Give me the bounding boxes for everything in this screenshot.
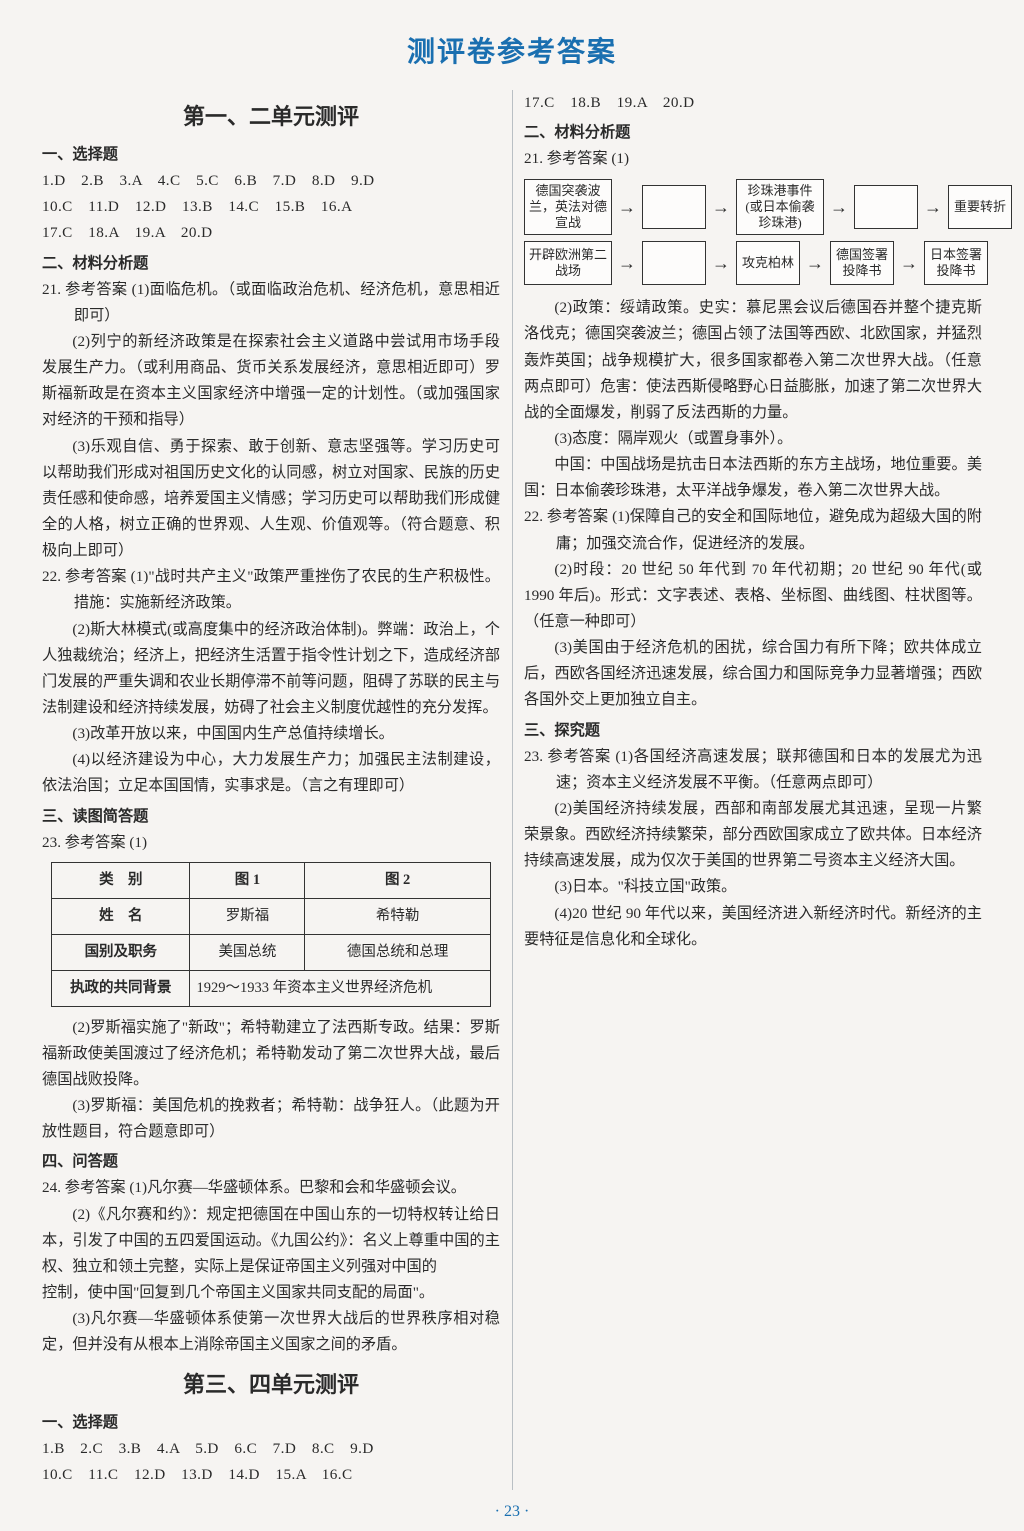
unit1-ask-heading: 四、问答题 bbox=[42, 1149, 500, 1175]
diagram-box: 攻克柏林 bbox=[736, 241, 800, 285]
diagram-row: 开辟欧洲第二战场 → → 攻克柏林 → 德国签署投降书 → 日本签署投降书 bbox=[524, 241, 982, 285]
unit2-q22-p3: (3)美国由于经济危机的困扰，综合国力有所下降；欧共体成立后，西欧各国经济迅速发… bbox=[524, 635, 982, 713]
table-cell: 希特勒 bbox=[305, 898, 490, 934]
unit1-q22-head: 22. 参考答案 (1)"战时共产主义"政策严重挫伤了农民的生产积极性。措施：实… bbox=[42, 564, 500, 616]
unit2-q21-p3b: 中国：中国战场是抗击日本法西斯的东方主战场，地位重要。美国：日本偷袭珍珠港，太平… bbox=[524, 452, 982, 504]
unit2-title: 第三、四单元测评 bbox=[42, 1366, 500, 1404]
unit1-material-heading: 二、材料分析题 bbox=[42, 251, 500, 277]
unit2-explore-heading: 三、探究题 bbox=[524, 718, 982, 744]
unit1-q21-head: 21. 参考答案 (1)面临危机。（或面临政治危机、经济危机，意思相近即可） bbox=[42, 277, 500, 329]
unit2-choice-line2: 10.C 11.C 12.D 13.D 14.D 15.A 16.C bbox=[42, 1462, 500, 1488]
table-cell: 罗斯福 bbox=[190, 898, 305, 934]
diagram-box: 德国签署投降书 bbox=[830, 241, 894, 285]
diagram-box-empty bbox=[854, 185, 918, 229]
unit2-q22-p2: (2)时段：20 世纪 50 年代到 70 年代初期；20 世纪 90 年代(或… bbox=[524, 557, 982, 635]
unit1-q22-p4: (4)以经济建设为中心，大力发展生产力；加强民主法制建设，依法治国；立足本国国情… bbox=[42, 747, 500, 799]
unit1-q23-head: 23. 参考答案 (1) bbox=[42, 830, 500, 856]
arrow-right-icon: → bbox=[712, 254, 730, 272]
table-header: 图 1 bbox=[190, 862, 305, 898]
page-title: 测评卷参考答案 bbox=[42, 28, 982, 76]
unit2-q21-diagram: 德国突袭波兰，英法对德宣战 → → 珍珠港事件(或日本偷袭珍珠港) → → 重要… bbox=[524, 179, 982, 286]
unit1-q23-table: 类 别 图 1 图 2 姓 名 罗斯福 希特勒 国别及职务 美国总统 德国总统和… bbox=[51, 862, 491, 1007]
unit1-q23-p2: (2)罗斯福实施了"新政"；希特勒建立了法西斯专政。结果：罗斯福新政使美国渡过了… bbox=[42, 1015, 500, 1093]
diagram-box-empty bbox=[642, 241, 706, 285]
unit2-choice-line1: 1.B 2.C 3.B 4.A 5.D 6.C 7.D 8.C 9.D bbox=[42, 1436, 500, 1462]
unit2-q23-head: 23. 参考答案 (1)各国经济高速发展；联邦德国和日本的发展尤为迅速；资本主义… bbox=[524, 744, 982, 796]
unit2-choice-heading: 一、选择题 bbox=[42, 1410, 500, 1436]
unit1-q22-p3: (3)改革开放以来，中国国内生产总值持续增长。 bbox=[42, 721, 500, 747]
page-number: · 23 · bbox=[42, 1498, 982, 1526]
unit2-q22-head: 22. 参考答案 (1)保障自己的安全和国际地位，避免成为超级大国的附庸；加强交… bbox=[524, 504, 982, 556]
table-cell: 德国总统和总理 bbox=[305, 934, 490, 970]
unit1-title: 第一、二单元测评 bbox=[42, 98, 500, 136]
table-header: 图 2 bbox=[305, 862, 490, 898]
unit1-choice-heading: 一、选择题 bbox=[42, 142, 500, 168]
unit1-q24-head: 24. 参考答案 (1)凡尔赛—华盛顿体系。巴黎和会和华盛顿会议。 bbox=[42, 1175, 500, 1201]
diagram-row: 德国突袭波兰，英法对德宣战 → → 珍珠港事件(或日本偷袭珍珠港) → → 重要… bbox=[524, 179, 982, 236]
unit1-choice-line3: 17.C 18.A 19.A 20.D bbox=[42, 220, 500, 246]
arrow-right-icon: → bbox=[712, 198, 730, 216]
diagram-box: 开辟欧洲第二战场 bbox=[524, 241, 612, 285]
arrow-right-icon: → bbox=[806, 254, 824, 272]
unit1-q24-p3: (3)凡尔赛—华盛顿体系使第一次世界大战后的世界秩序相对稳定，但并没有从根本上消… bbox=[42, 1306, 500, 1358]
unit2-q21-p2: (2)政策：绥靖政策。史实：慕尼黑会议后德国吞并整个捷克斯洛伐克；德国突袭波兰；… bbox=[524, 295, 982, 426]
unit2-q23-p3: (3)日本。"科技立国"政策。 bbox=[524, 874, 982, 900]
unit1-read-heading: 三、读图简答题 bbox=[42, 804, 500, 830]
diagram-box-empty bbox=[642, 185, 706, 229]
unit1-choice-line2: 10.C 11.D 12.D 13.B 14.C 15.B 16.A bbox=[42, 194, 500, 220]
unit1-q23-p3: (3)罗斯福：美国危机的挽救者；希特勒：战争狂人。（此题为开放性题目，符合题意即… bbox=[42, 1093, 500, 1145]
table-header: 类 别 bbox=[52, 862, 190, 898]
unit2-choice-line3: 17.C 18.B 19.A 20.D bbox=[524, 90, 982, 116]
table-cell: 国别及职务 bbox=[52, 934, 190, 970]
unit2-q21-p3: (3)态度：隔岸观火（或置身事外）。 bbox=[524, 426, 982, 452]
unit2-q23-p2: (2)美国经济持续发展，西部和南部发展尤其迅速，呈现一片繁荣景象。西欧经济持续繁… bbox=[524, 796, 982, 874]
content-columns: 第一、二单元测评 一、选择题 1.D 2.B 3.A 4.C 5.C 6.B 7… bbox=[42, 90, 982, 1490]
unit1-q21-p3: (3)乐观自信、勇于探索、敢于创新、意志坚强等。学习历史可以帮助我们形成对祖国历… bbox=[42, 434, 500, 565]
diagram-box: 珍珠港事件(或日本偷袭珍珠港) bbox=[736, 179, 824, 236]
unit1-q24-p2: (2)《凡尔赛和约》：规定把德国在中国山东的一切特权转让给日本，引发了中国的五四… bbox=[42, 1202, 500, 1280]
arrow-right-icon: → bbox=[900, 254, 918, 272]
diagram-box: 德国突袭波兰，英法对德宣战 bbox=[524, 179, 612, 236]
table-cell: 美国总统 bbox=[190, 934, 305, 970]
unit1-q22-p2: (2)斯大林模式(或高度集中的经济政治体制)。弊端：政治上，个人独裁统治；经济上… bbox=[42, 617, 500, 722]
unit1-q21-p2: (2)列宁的新经济政策是在探索社会主义道路中尝试用市场手段发展生产力。（或利用商… bbox=[42, 329, 500, 434]
diagram-box: 日本签署投降书 bbox=[924, 241, 988, 285]
table-cell: 执政的共同背景 bbox=[52, 970, 190, 1006]
table-cell: 1929～1933 年资本主义世界经济危机 bbox=[190, 970, 490, 1006]
arrow-right-icon: → bbox=[618, 254, 636, 272]
unit2-q21-head: 21. 参考答案 (1) bbox=[524, 146, 982, 172]
unit1-choice-line1: 1.D 2.B 3.A 4.C 5.C 6.B 7.D 8.D 9.D bbox=[42, 168, 500, 194]
arrow-right-icon: → bbox=[924, 198, 942, 216]
table-cell: 姓 名 bbox=[52, 898, 190, 934]
arrow-right-icon: → bbox=[830, 198, 848, 216]
arrow-right-icon: → bbox=[618, 198, 636, 216]
unit2-q23-p4: (4)20 世纪 90 年代以来，美国经济进入新经济时代。新经济的主要特征是信息… bbox=[524, 901, 982, 953]
unit1-q24-cont: 控制，使中国"回复到几个帝国主义国家共同支配的局面"。 bbox=[42, 1280, 500, 1306]
diagram-box: 重要转折 bbox=[948, 185, 1012, 229]
unit2-material-heading: 二、材料分析题 bbox=[524, 120, 982, 146]
